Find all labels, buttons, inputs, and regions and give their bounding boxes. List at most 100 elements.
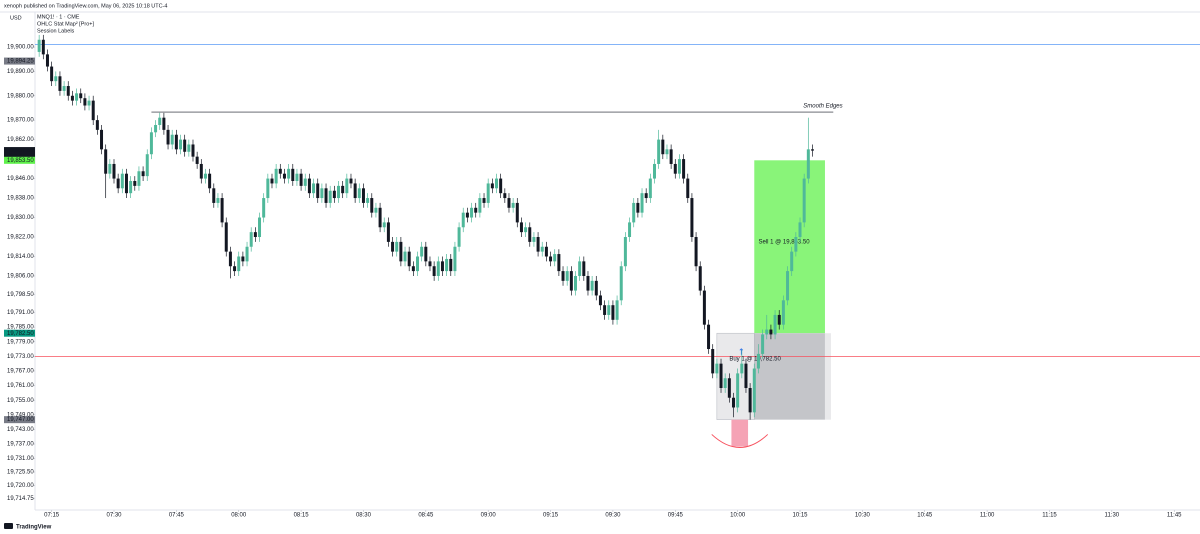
candle-body (170, 134, 174, 145)
x-tick-label: 08:15 (294, 513, 310, 519)
indicator: Session Labels (37, 28, 75, 34)
candle-body (341, 185, 345, 194)
candle-body (648, 178, 652, 199)
price-label: 19,894.25 (7, 59, 34, 65)
candle-body (91, 100, 95, 121)
candle-body (528, 227, 532, 242)
candle-body (220, 198, 224, 223)
y-tick-label: 19,755.00 (7, 398, 34, 404)
published-note: xenoph published on TradingView.com, May… (4, 3, 167, 9)
y-tick-label: 19,749.00 (7, 412, 34, 418)
candle-body (561, 271, 565, 281)
candle-body (58, 76, 62, 91)
candle-body (307, 178, 311, 194)
y-tick-label: 19,785.00 (7, 325, 34, 331)
candle-body (802, 178, 806, 223)
candle-body (258, 217, 262, 238)
candle-body (70, 95, 74, 101)
candle-body (715, 363, 719, 374)
candle-body (457, 227, 461, 247)
candle-body (303, 178, 307, 186)
candle-body (124, 173, 128, 194)
candle-body (549, 256, 553, 262)
y-tick-label: 19,737.00 (7, 442, 34, 448)
x-tick-label: 07:30 (106, 513, 122, 519)
candle-body (773, 314, 777, 335)
x-tick-label: 10:30 (855, 513, 871, 519)
candle-body (569, 271, 573, 291)
candle-body (661, 139, 665, 155)
candle-body (237, 256, 241, 272)
entry-arrow (739, 348, 744, 355)
candle-body (45, 54, 49, 67)
candle-body (316, 183, 320, 199)
candle-body (295, 173, 299, 182)
candle-body (461, 212, 465, 228)
candle-body (287, 168, 291, 179)
x-tick-label: 11:45 (1167, 513, 1182, 519)
candle-body (694, 237, 698, 267)
highlight-box (731, 419, 749, 447)
candle-body (499, 178, 503, 194)
y-tick-label: 19,779.00 (7, 339, 34, 345)
y-tick-label: 19,880.00 (7, 93, 34, 99)
y-tick-label: 19,714.75 (7, 496, 34, 502)
candle-body (399, 241, 403, 262)
candle-body (108, 163, 112, 174)
candle-body (282, 173, 286, 179)
candle-body (690, 198, 694, 238)
candle-body (345, 178, 349, 194)
candle-body (590, 280, 594, 291)
candle-body (611, 305, 615, 320)
candle-body (603, 305, 607, 315)
price-label: 19,782.50 (7, 331, 34, 337)
entry-range-far (824, 333, 831, 420)
candle-body (66, 86, 70, 96)
candle-body (54, 76, 58, 82)
candle-body (619, 266, 623, 301)
candle-body (424, 246, 428, 262)
price-label-box (4, 156, 35, 164)
session-arc (711, 434, 769, 448)
candle-body (112, 163, 116, 179)
candle-body (698, 266, 702, 291)
stop-zone (754, 333, 825, 420)
x-tick-label: 11:00 (980, 513, 995, 519)
candle-body (154, 124, 158, 133)
y-tick-label: 19,822.00 (7, 235, 34, 241)
candle-body (544, 246, 548, 257)
x-tick-label: 10:45 (917, 513, 933, 519)
candle-body (203, 173, 207, 179)
candle-body (657, 139, 661, 164)
x-tick-label: 09:30 (605, 513, 621, 519)
candle-body (615, 300, 619, 320)
candle-body (129, 181, 133, 194)
candle-body (312, 183, 316, 194)
x-tick-label: 11:30 (1105, 513, 1120, 519)
candle-body (673, 163, 677, 174)
candle-body (644, 193, 648, 199)
candle-body (274, 168, 278, 184)
y-tick-label: 19,725.50 (7, 470, 34, 476)
candle-body (228, 251, 232, 267)
y-tick-label: 19,791.00 (7, 310, 34, 316)
y-tick-label: 19,814.00 (7, 254, 34, 260)
candle-body (436, 261, 440, 276)
candle-body (532, 237, 536, 242)
candle-body (407, 251, 411, 267)
candle-body (411, 266, 415, 272)
y-tick-label: 19,761.00 (7, 383, 34, 389)
candle-body (199, 163, 203, 179)
candle-body (744, 363, 748, 388)
candle-body (636, 202, 640, 213)
candle-body (216, 198, 220, 203)
candle-body (752, 368, 756, 413)
candle-body (332, 190, 336, 199)
y-tick-label: 19,731.00 (7, 456, 34, 462)
candle-body (245, 246, 249, 262)
smooth-edges-label: Smooth Edges (803, 104, 842, 110)
candle-body (465, 212, 469, 218)
candle-body (428, 261, 432, 267)
candle-body (120, 173, 124, 189)
